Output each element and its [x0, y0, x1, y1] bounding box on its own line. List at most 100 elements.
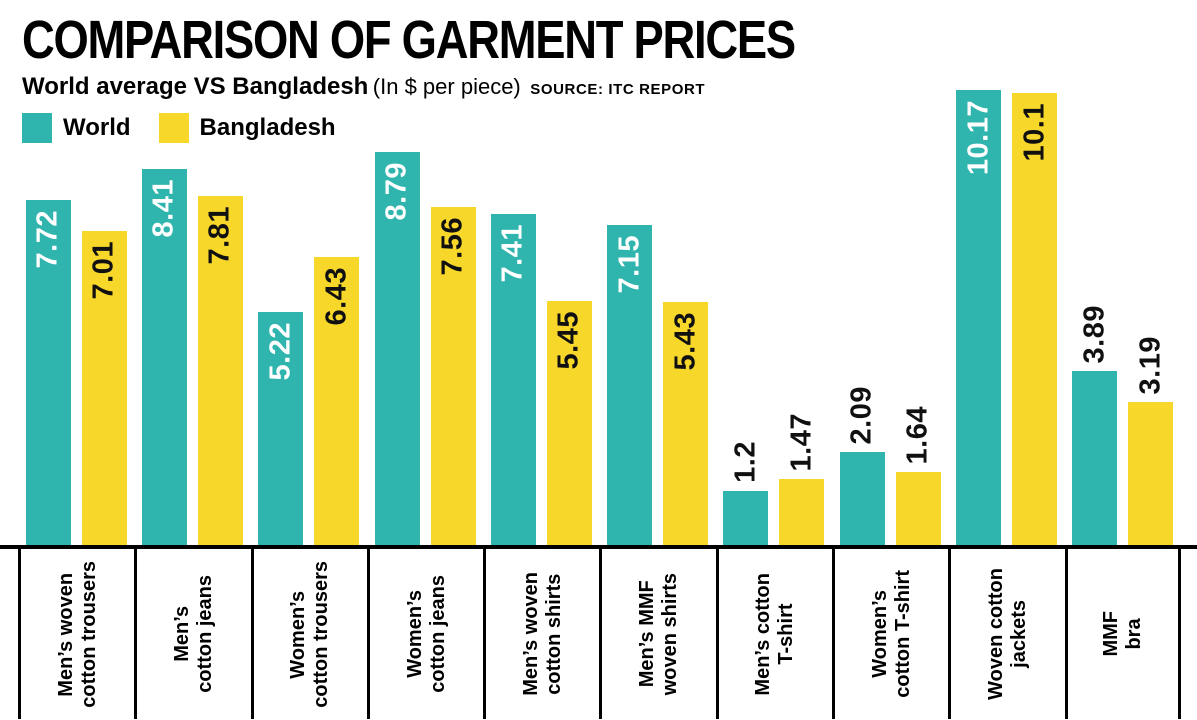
category-label: Men’s cotton jeans: [170, 575, 216, 693]
category-group: 3.89 3.19 MMF bra: [1064, 87, 1181, 719]
bar-pair: 10.17 10.1: [948, 87, 1064, 545]
category-label: Women’s cotton trousers: [287, 560, 333, 708]
value-label: 3.19: [1134, 335, 1167, 394]
category-label: Men’s woven cotton trousers: [54, 560, 100, 708]
bar-slot: 7.41: [490, 87, 536, 545]
bar-world: [25, 200, 71, 545]
bar-bangladesh: [1012, 93, 1058, 545]
bar-world: [141, 169, 187, 545]
bar-slot: 7.56: [430, 87, 476, 545]
page-title: COMPARISON OF GARMENT PRICES: [22, 10, 796, 70]
x-axis-line: [0, 545, 1197, 549]
bar-world: [258, 312, 304, 545]
value-label: 1.47: [785, 412, 818, 471]
header: COMPARISON OF GARMENT PRICES World avera…: [22, 12, 942, 143]
value-label: 1.64: [901, 405, 934, 464]
value-label: 5.22: [264, 322, 297, 381]
bar-pair: 5.22 6.43: [251, 87, 367, 545]
legend-item-bangladesh: Bangladesh: [158, 112, 336, 143]
category-label: Men’s woven cotton shirts: [519, 572, 565, 696]
value-label: 7.01: [87, 241, 120, 300]
legend-item-world: World: [22, 112, 131, 143]
bar-slot: 10.1: [1012, 87, 1058, 545]
chart-subtitle: World average VS Bangladesh (In $ per pi…: [22, 73, 942, 101]
bar-bangladesh: [81, 231, 127, 545]
bar-slot: 1.64: [895, 87, 941, 545]
category-cell: Women’s cotton jeans: [366, 549, 483, 719]
bar-pair: 8.79 7.56: [367, 87, 483, 545]
bar-bangladesh: [197, 196, 243, 545]
category-label: Men’s MMF woven shirts: [636, 572, 682, 696]
value-label: 5.43: [669, 312, 702, 371]
value-label: 8.41: [147, 179, 180, 238]
bar-slot: 5.22: [258, 87, 304, 545]
bar-slot: 5.45: [546, 87, 592, 545]
category-label: Woven cotton jackets: [985, 568, 1031, 700]
bar-slot: 8.79: [374, 87, 420, 545]
bar-slot: 10.17: [956, 87, 1002, 545]
category-cell: Men’s woven cotton shirts: [483, 549, 599, 719]
value-label: 3.89: [1078, 304, 1111, 363]
bar-bangladesh: [1128, 402, 1174, 545]
value-label: 7.41: [496, 224, 529, 283]
value-label: 5.45: [552, 311, 585, 370]
value-label: 7.81: [203, 206, 236, 265]
category-cell: Women’s cotton trousers: [250, 549, 367, 719]
bar-pair: 7.72 7.01: [18, 87, 134, 545]
source-note: SOURCE: ITC REPORT: [530, 80, 706, 98]
category-cell: Men’s cotton jeans: [134, 549, 250, 719]
subtitle-unit: (In $ per piece): [372, 73, 521, 99]
category-cell: Woven cotton jackets: [948, 549, 1064, 719]
category-group: 5.22 6.43 Women’s cotton trousers: [250, 87, 367, 719]
category-group: 2.09 1.64 Women’s cotton T-shirt: [832, 87, 948, 719]
bar-world: [1072, 371, 1118, 545]
legend-label-world: World: [63, 113, 131, 141]
bar-slot: 7.15: [607, 87, 653, 545]
bar-pair: 3.89 3.19: [1065, 87, 1181, 545]
category-group: 7.72 7.01 Men’s woven cotton trousers: [18, 87, 134, 719]
bar-pair: 1.2 1.47: [716, 87, 832, 545]
bar-slot: 7.72: [25, 87, 71, 545]
bar-slot: 6.43: [314, 87, 360, 545]
bar-world: [374, 152, 420, 545]
bar-world: [956, 90, 1002, 545]
category-cell: Women’s cotton T-shirt: [832, 549, 948, 719]
value-label: 10.17: [962, 100, 995, 176]
category-cell: MMF bra: [1064, 549, 1181, 719]
bar-world: [723, 491, 769, 545]
category-cell: Men’s MMF woven shirts: [599, 549, 715, 719]
bar-world: [607, 225, 653, 545]
legend: World Bangladesh: [22, 112, 942, 143]
bar-slot: 7.81: [197, 87, 243, 545]
bar-slot: 3.89: [1072, 87, 1118, 545]
bar-slot: 2.09: [839, 87, 885, 545]
bangladesh-color-swatch: [158, 112, 189, 143]
bar-slot: 7.01: [81, 87, 127, 545]
value-label: 6.43: [320, 267, 353, 326]
category-group: 7.41 5.45 Men’s woven cotton shirts: [483, 87, 599, 719]
value-label: 7.72: [31, 210, 64, 269]
bar-slot: 1.47: [779, 87, 825, 545]
legend-label-bangladesh: Bangladesh: [199, 113, 336, 141]
bar-pair: 7.15 5.43: [599, 87, 715, 545]
bar-bangladesh: [895, 472, 941, 545]
category-cell: Men’s cotton T-shirt: [715, 549, 832, 719]
bar-bangladesh: [546, 301, 592, 545]
bar-bangladesh: [314, 257, 360, 545]
category-group: 8.79 7.56 Women’s cotton jeans: [366, 87, 483, 719]
subtitle-main: World average VS Bangladesh: [22, 72, 369, 100]
value-label: 7.15: [613, 235, 646, 294]
bar-chart: 7.72 7.01 Men’s woven cotton trousers 8.41 7…: [18, 87, 1181, 719]
bar-bangladesh: [430, 207, 476, 545]
category-group: 7.15 5.43 Men’s MMF woven shirts: [599, 87, 715, 719]
bar-slot: 5.43: [663, 87, 709, 545]
bar-slot: 8.41: [141, 87, 187, 545]
bar-pair: 7.41 5.45: [483, 87, 599, 545]
value-label: 7.56: [436, 217, 469, 276]
world-color-swatch: [22, 112, 52, 143]
category-group: 10.17 10.1 Woven cotton jackets: [948, 87, 1064, 719]
bar-world: [839, 452, 885, 545]
category-label: Men’s cotton T-shirt: [752, 572, 798, 696]
bar-pair: 2.09 1.64: [832, 87, 948, 545]
